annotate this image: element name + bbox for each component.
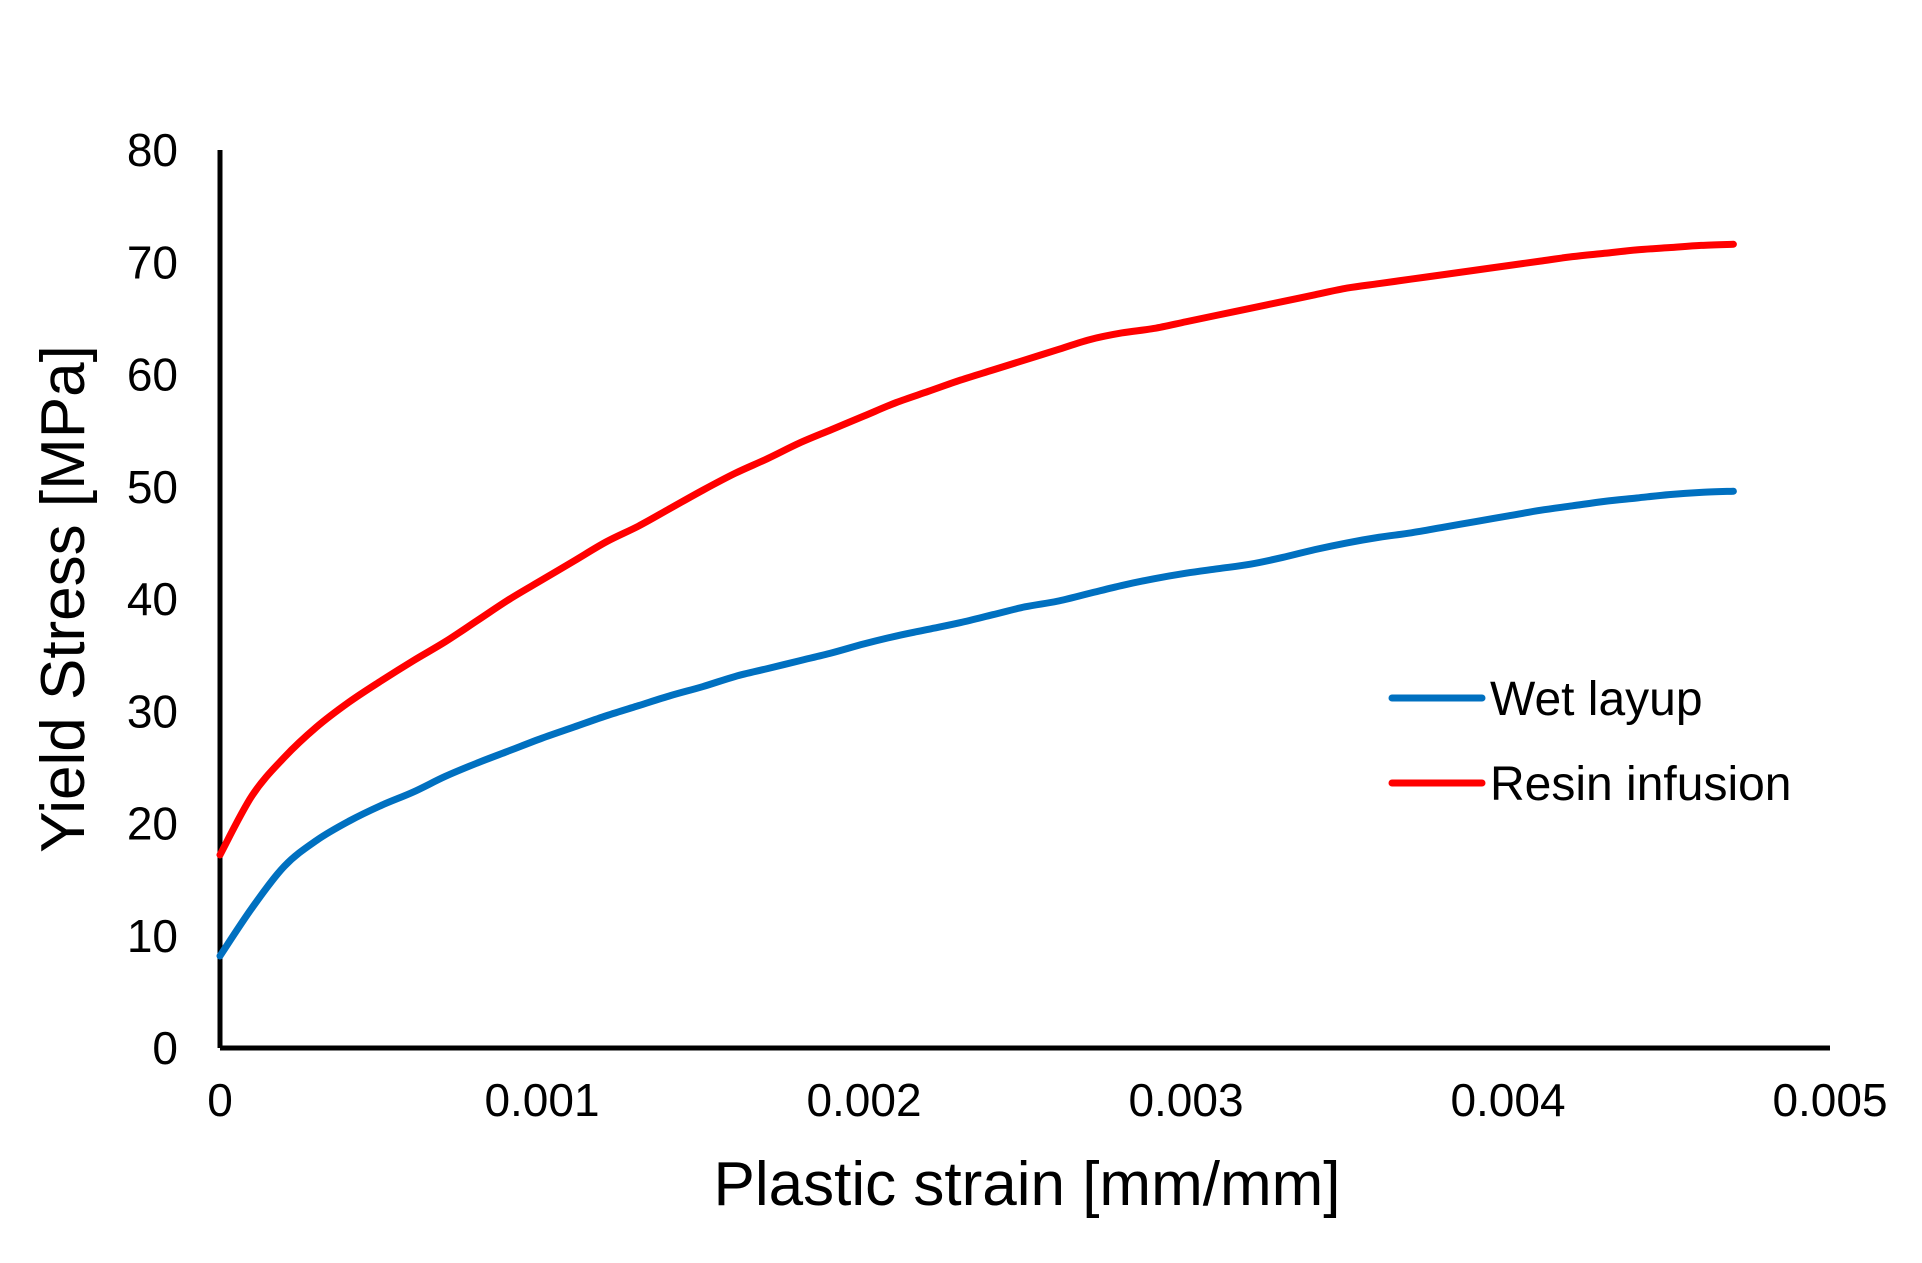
x-tick-label: 0 (207, 1074, 233, 1126)
series-line-wet-layup (216, 487, 1737, 960)
x-tick-label: 0.002 (806, 1074, 921, 1126)
legend-label-resin-infusion: Resin infusion (1490, 758, 1792, 811)
y-tick-label: 70 (127, 236, 178, 288)
y-tick-label: 80 (127, 124, 178, 176)
x-axis-title: Plastic strain [mm/mm] (714, 1150, 1341, 1219)
y-tick-label: 50 (127, 461, 178, 513)
y-tick-label: 10 (127, 910, 178, 962)
x-tick-label: 0.003 (1128, 1074, 1243, 1126)
y-tick-label: 20 (127, 798, 178, 850)
legend: Wet layup Resin infusion (1388, 673, 1792, 811)
tick-labels: 0 10 20 30 40 50 60 70 80 0 0.001 0.002 0.003 0.004 0.… (127, 124, 1888, 1126)
y-tick-label: 60 (127, 349, 178, 401)
legend-label-wet-layup: Wet layup (1490, 673, 1703, 726)
y-axis-title: Yield Stress [MPa] (29, 345, 98, 853)
series-line-resin-infusion (216, 240, 1737, 859)
y-tick-label: 30 (127, 685, 178, 737)
y-tick-label: 40 (127, 573, 178, 625)
x-tick-label: 0.005 (1772, 1074, 1887, 1126)
axes (217, 150, 1830, 1051)
x-tick-label: 0.004 (1450, 1074, 1565, 1126)
x-tick-label: 0.001 (484, 1074, 599, 1126)
series-lines (216, 240, 1737, 960)
y-tick-label: 0 (152, 1022, 178, 1074)
